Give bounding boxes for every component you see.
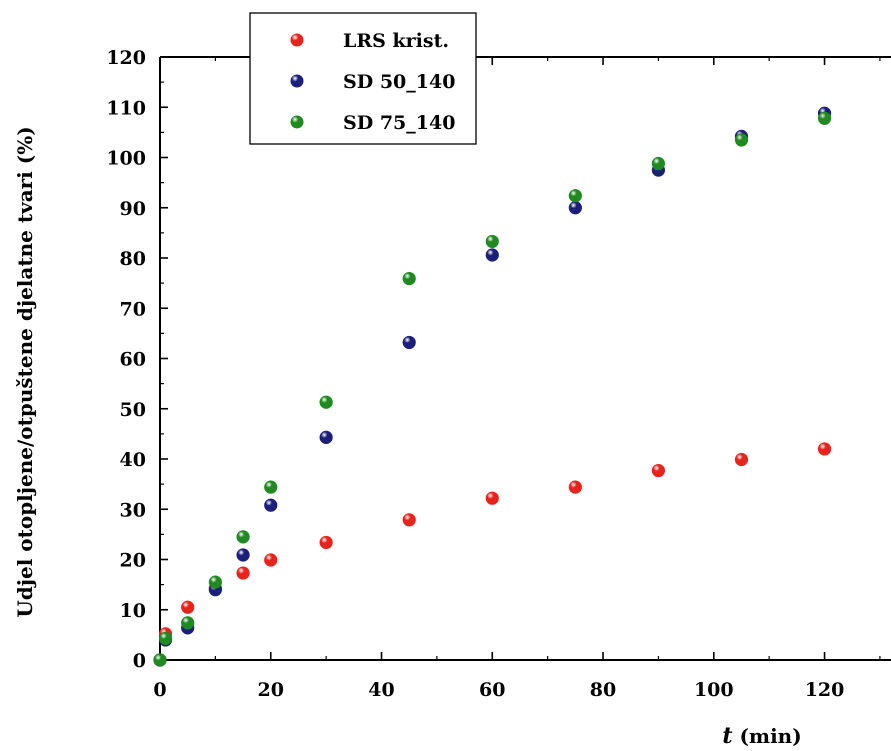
plot-frame	[159, 56, 891, 661]
data-point	[485, 234, 499, 249]
data-point	[734, 452, 749, 467]
data-point	[651, 463, 666, 478]
data-point	[208, 575, 222, 589]
legend-item-sd50: SD 50_140	[290, 71, 455, 93]
legend-label-lrs: LRS krist.	[343, 30, 449, 52]
y-tick-label: 110	[106, 97, 146, 119]
data-point	[158, 631, 173, 645]
y-axis: 0 10 20 30 40 50 60 70 80 90 100 110 120	[106, 47, 168, 672]
legend-label-sd75: SD 75_140	[343, 112, 455, 134]
data-point	[402, 335, 416, 350]
series-2	[153, 106, 832, 667]
y-axis-title: Udjel otopljene/otpuštene djelatne tvari…	[13, 126, 37, 617]
x-axis-variable: t	[722, 723, 732, 749]
y-tick-label: 80	[120, 248, 146, 270]
data-point	[568, 480, 582, 494]
y-tick-label: 10	[120, 600, 146, 622]
y-tick-label: 70	[120, 298, 146, 320]
data-point	[817, 442, 832, 456]
y-tick-label: 30	[120, 499, 146, 521]
data-point	[264, 480, 278, 494]
data-point	[485, 491, 499, 505]
data-point	[319, 430, 333, 444]
data-point	[181, 616, 195, 630]
y-tick-label: 0	[133, 650, 146, 672]
data-point	[264, 553, 278, 567]
x-tick-label: 80	[590, 679, 616, 701]
x-tick-label: 120	[805, 679, 845, 701]
data-point	[817, 111, 832, 125]
data-point	[568, 201, 582, 215]
data-point	[402, 513, 416, 527]
y-tick-label: 20	[120, 550, 146, 572]
legend-marker-lrs	[290, 33, 304, 47]
data-point	[319, 395, 333, 409]
legend-label-sd50: SD 50_140	[343, 71, 455, 93]
x-tick-label: 20	[258, 679, 284, 701]
x-axis-title: t (min)	[722, 723, 801, 749]
x-tick-label: 40	[368, 679, 394, 701]
legend-box	[249, 12, 477, 145]
y-tick-label: 60	[120, 349, 146, 371]
legend-item-lrs: LRS krist.	[290, 30, 449, 52]
legend-marker-sd50	[290, 74, 304, 88]
data-point	[181, 600, 195, 614]
data-points	[153, 106, 832, 667]
data-point	[651, 156, 666, 171]
data-point	[485, 248, 499, 262]
data-point	[319, 535, 333, 550]
series-1	[153, 442, 832, 667]
x-tick-label: 60	[479, 679, 505, 701]
y-tick-label: 50	[120, 399, 146, 421]
x-axis-unit: (min)	[732, 724, 801, 748]
x-axis: 0 20 40 60 80 100 120	[153, 57, 881, 701]
y-tick-label: 40	[120, 449, 146, 471]
legend-marker-sd75	[290, 115, 304, 129]
y-tick-label: 100	[106, 148, 146, 170]
x-tick-label: 100	[694, 679, 734, 701]
data-point	[402, 272, 416, 286]
legend-item-sd75: SD 75_140	[290, 112, 455, 134]
y-tick-label: 90	[120, 198, 146, 220]
data-point	[236, 566, 250, 580]
y-tick-label: 120	[106, 47, 146, 69]
x-tick-label: 0	[153, 679, 166, 701]
data-point	[568, 189, 582, 203]
data-point	[264, 498, 278, 512]
data-point	[734, 133, 749, 147]
series-3	[153, 111, 832, 667]
data-point	[236, 548, 250, 562]
legend: LRS krist. SD 50_140 SD 75_140	[249, 12, 477, 145]
data-point	[153, 653, 167, 667]
data-point	[236, 530, 250, 544]
